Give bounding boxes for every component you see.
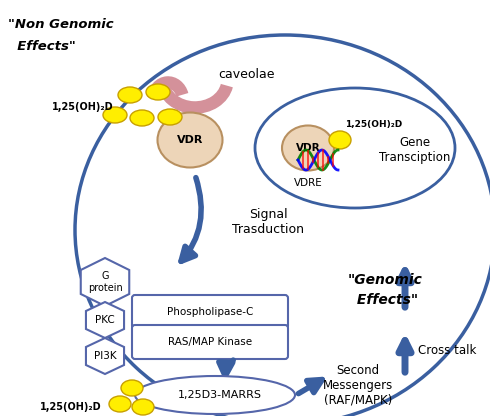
Text: RAS/MAP Kinase: RAS/MAP Kinase <box>168 337 252 347</box>
Text: 1,25(OH)₂D: 1,25(OH)₂D <box>40 402 101 412</box>
Ellipse shape <box>282 126 334 171</box>
Ellipse shape <box>158 109 182 125</box>
Ellipse shape <box>121 380 143 396</box>
Ellipse shape <box>132 399 154 415</box>
Polygon shape <box>86 302 124 338</box>
FancyBboxPatch shape <box>132 295 288 329</box>
Ellipse shape <box>329 131 351 149</box>
FancyArrowPatch shape <box>181 178 201 261</box>
Text: Signal
Trasduction: Signal Trasduction <box>232 208 304 236</box>
Ellipse shape <box>135 376 295 414</box>
FancyArrowPatch shape <box>399 270 411 307</box>
Text: G
protein: G protein <box>88 271 122 293</box>
Text: caveolae: caveolae <box>218 67 274 81</box>
Text: 1,25(OH)₂D: 1,25(OH)₂D <box>52 102 114 112</box>
Ellipse shape <box>146 84 170 100</box>
Text: Gene
Transciption: Gene Transciption <box>379 136 451 164</box>
Text: 1,25D3-MARRS: 1,25D3-MARRS <box>178 390 262 400</box>
Text: Second
Messengers
(RAF/MAPK): Second Messengers (RAF/MAPK) <box>323 364 393 406</box>
Ellipse shape <box>157 112 222 168</box>
Text: VDRE: VDRE <box>294 178 322 188</box>
Text: "Non Genomic: "Non Genomic <box>8 18 114 31</box>
Text: 1,25(OH)₂D: 1,25(OH)₂D <box>345 121 402 129</box>
Text: PI3K: PI3K <box>94 351 116 361</box>
Ellipse shape <box>118 87 142 103</box>
Text: VDR: VDR <box>295 143 320 153</box>
Text: Effects": Effects" <box>352 293 418 307</box>
Text: PKC: PKC <box>95 315 115 325</box>
Polygon shape <box>86 338 124 374</box>
Text: Phospholipase-C: Phospholipase-C <box>167 307 253 317</box>
FancyArrowPatch shape <box>298 379 322 394</box>
Text: Cross talk: Cross talk <box>418 344 476 357</box>
Text: VDR: VDR <box>177 135 203 145</box>
Ellipse shape <box>103 107 127 123</box>
FancyBboxPatch shape <box>132 325 288 359</box>
Polygon shape <box>81 258 129 306</box>
FancyArrowPatch shape <box>399 341 411 372</box>
Ellipse shape <box>109 396 131 412</box>
Text: "Genomic: "Genomic <box>347 273 422 287</box>
Ellipse shape <box>130 110 154 126</box>
Text: Effects": Effects" <box>8 40 76 53</box>
FancyArrowPatch shape <box>219 360 233 376</box>
